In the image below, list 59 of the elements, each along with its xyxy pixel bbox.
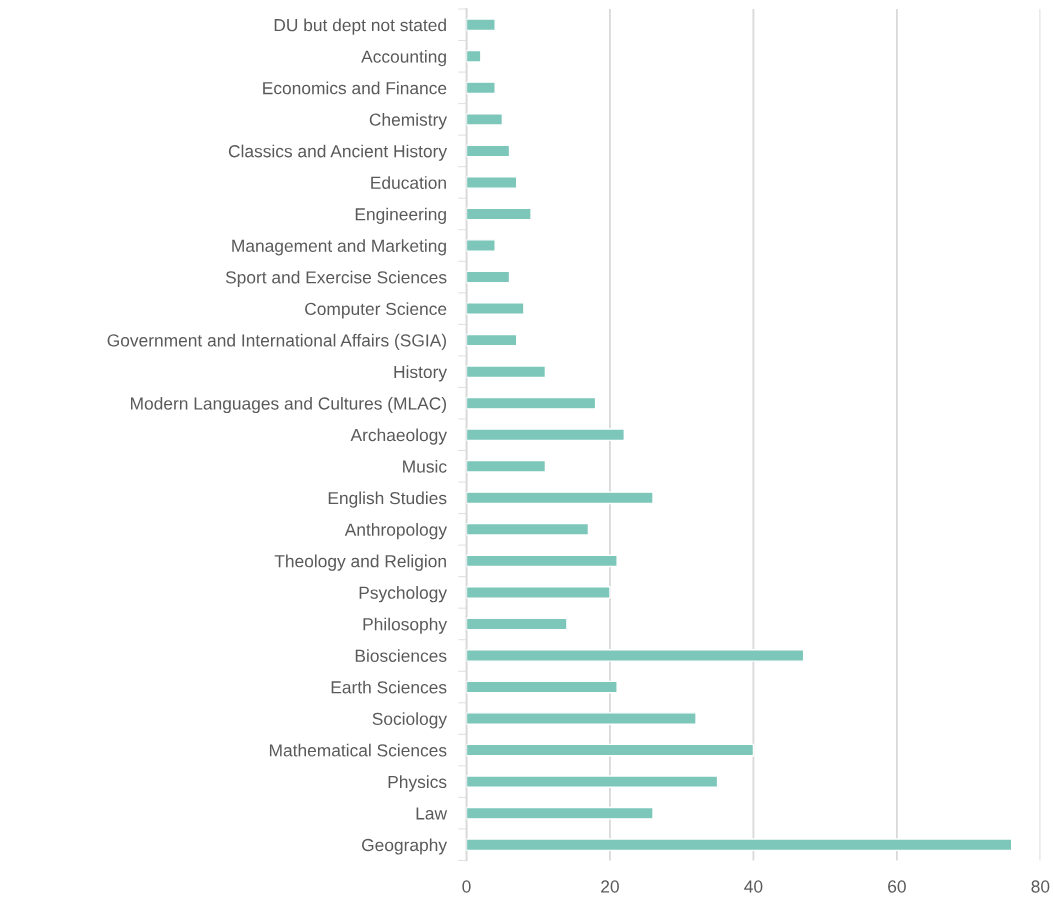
bar [466,617,568,631]
bar [466,743,755,757]
y-tick-label: Geography [362,838,448,855]
bar [466,81,496,95]
bar [466,270,511,284]
x-tick-label: 0 [462,880,471,893]
bar [466,365,547,379]
y-tick-label: Biosciences [355,649,447,662]
y-tick-label: Anthropology [344,523,448,540]
y-tick-label: Education [371,176,446,189]
bar [466,49,482,63]
y-tick-label: Law [416,807,448,820]
x-tick-label: 60 [888,880,906,893]
bar [466,522,590,536]
y-tick-label: Mathematical Sciences [269,743,447,757]
y-tick-label: English Studies [328,491,447,508]
bar [466,554,618,568]
bar [466,428,625,442]
bar [466,396,597,410]
y-tick-label: Archaeology [350,428,448,445]
bar [466,239,496,252]
y-tick-label: Management and Marketing [232,239,446,256]
y-tick-label: Chemistry [369,113,448,130]
y-tick-label: Earth Sciences [331,680,447,694]
bar [466,176,518,189]
y-tick-label: Psychology [359,586,448,603]
bar [466,775,719,788]
y-tick-label: Economics and Finance [263,81,447,95]
bar [466,333,518,347]
bar [466,838,1013,852]
y-tick-label: Sport and Exercise Sciences [225,270,447,287]
bar [466,491,654,505]
y-tick-label: Government and International Affairs (SGIA) [107,333,446,351]
bar [466,806,654,820]
bar [466,302,525,315]
x-tick-label: 40 [744,880,763,893]
bar [466,144,511,158]
bar [466,459,547,473]
y-tick-label: Engineering [355,207,446,224]
bar [466,207,532,221]
y-tick-label: History [394,365,447,382]
y-tick-label: Modern Languages and Cultures (MLAC) [130,396,446,414]
bar [466,18,496,32]
y-tick-label: DU but dept not stated [274,18,446,35]
y-tick-label: Theology and Religion [274,554,446,571]
bar [466,649,805,662]
x-tick-label: 20 [601,880,619,893]
bar [466,113,504,126]
y-tick-label: Music [403,459,447,473]
y-tick-label: Philosophy [363,617,448,634]
bar [466,680,618,694]
bar [466,712,697,725]
y-tick-label: Classics and Ancient History [228,144,448,161]
bar [466,586,611,599]
x-tick-label: 80 [1031,880,1050,893]
y-tick-label: Physics [388,775,447,792]
y-tick-label: Accounting [361,50,446,67]
y-tick-label: Computer Science [305,302,447,319]
y-tick-label: Sociology [372,712,447,729]
